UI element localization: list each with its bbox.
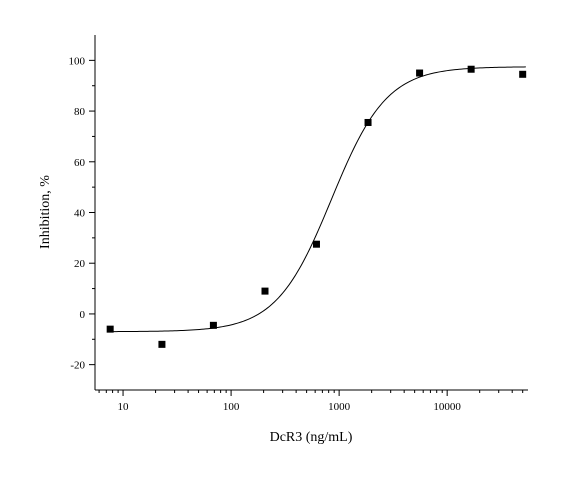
y-tick-label: -20 <box>70 360 85 372</box>
x-axis-title: DcR3 (ng/mL) <box>270 430 353 445</box>
data-point <box>209 321 217 329</box>
x-tick-label: 100 <box>223 401 240 413</box>
y-ticks: -20 0 20 40 60 80 100 <box>69 55 95 372</box>
data-point <box>364 118 372 126</box>
y-tick-label: 80 <box>74 106 86 118</box>
data-point <box>519 70 527 78</box>
y-tick-label: 20 <box>74 258 86 270</box>
x-tick-label: 10000 <box>433 401 461 413</box>
data-point <box>467 65 475 73</box>
x-ticks: 10 100 1000 10000 <box>98 390 524 413</box>
data-point <box>261 287 269 295</box>
fit-curve-group <box>110 66 526 333</box>
y-tick-label: 60 <box>74 157 86 169</box>
data-point <box>416 69 424 77</box>
axes <box>94 35 528 391</box>
fit-curve <box>110 66 526 333</box>
y-tick-label: 40 <box>74 208 86 220</box>
y-axis-title: Inhibition, % <box>38 175 53 249</box>
data-point <box>106 325 114 333</box>
data-point <box>312 240 320 248</box>
data-points <box>106 65 527 348</box>
x-tick-label: 1000 <box>328 401 351 413</box>
x-tick-label: 10 <box>118 401 130 413</box>
y-tick-label: 0 <box>80 309 86 321</box>
y-tick-label: 100 <box>69 55 86 67</box>
data-point <box>158 340 166 348</box>
